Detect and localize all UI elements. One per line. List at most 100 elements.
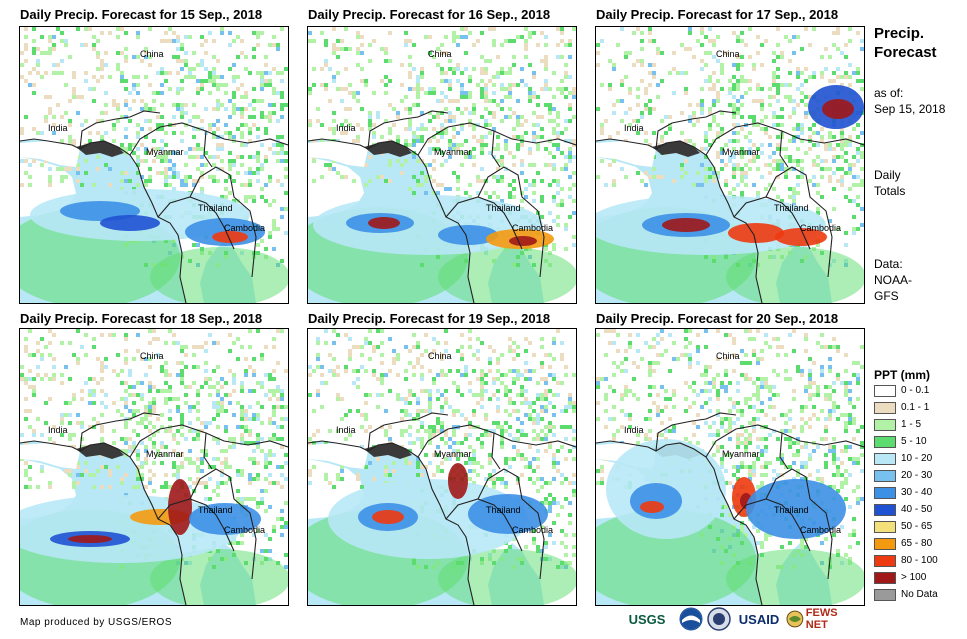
noaa-logo (679, 606, 703, 632)
sidebar-title: Precip. Forecast (874, 24, 937, 62)
sidebar-asof-date: Sep 15, 2018 (874, 102, 946, 116)
usaid-logo: USAID (734, 606, 784, 632)
panel-title-5: Daily Precip. Forecast for 19 Sep., 2018 (308, 311, 551, 326)
panel-title-3: Daily Precip. Forecast for 17 Sep., 2018 (596, 7, 839, 22)
sidebar-title-line2: Forecast (874, 44, 937, 61)
legend-item: 10 - 20 (874, 451, 932, 466)
map-label-china: China (140, 351, 164, 361)
map-label-cambodia: Cambodia (800, 223, 841, 233)
legend-swatch (874, 469, 896, 482)
noaa-seal-icon (679, 607, 703, 631)
dhs-logo (707, 606, 731, 632)
usaid-logo-text: USAID (738, 611, 780, 627)
legend-label: 1 - 5 (901, 419, 922, 430)
sidebar-title-line1: Precip. (874, 25, 925, 42)
map-label-thailand: Thailand (774, 203, 809, 213)
fewsnet-globe-icon (786, 610, 804, 628)
usgs-logo-text: USGS (628, 611, 666, 627)
map-label-thailand: Thailand (198, 505, 233, 515)
map-label-myanmar: Myanmar (146, 449, 184, 459)
sidebar-data-line1: Data: (874, 257, 903, 271)
map-label-cambodia: Cambodia (800, 525, 841, 535)
legend-label: > 100 (901, 572, 927, 583)
legend-swatch (874, 520, 896, 533)
panel-title-1: Daily Precip. Forecast for 15 Sep., 2018 (20, 7, 263, 22)
map-label-cambodia: Cambodia (224, 525, 265, 535)
legend-swatch (874, 435, 896, 448)
map-label-china: China (428, 351, 452, 361)
map-label-india: India (336, 425, 356, 435)
map-label-myanmar: Myanmar (146, 147, 184, 157)
dhs-seal-icon (707, 607, 731, 631)
map-label-india: India (48, 123, 68, 133)
legend-swatch (874, 588, 896, 601)
sidebar-data-line3: GFS (874, 289, 899, 303)
panel-title-4: Daily Precip. Forecast for 18 Sep., 2018 (20, 311, 263, 326)
map-label-india: India (624, 425, 644, 435)
legend-item: 80 - 100 (874, 553, 938, 568)
sidebar-totals-line2: Totals (874, 184, 906, 198)
legend-label: 5 - 10 (901, 436, 927, 447)
legend-item: 0.1 - 1 (874, 400, 929, 415)
map-label-myanmar: Myanmar (722, 449, 760, 459)
legend-label: 30 - 40 (901, 487, 933, 498)
forecast-map-19-sep: China India Myanmar Thailand Cambodia (307, 328, 577, 606)
map-label-china: China (716, 49, 740, 59)
legend-label: 65 - 80 (901, 538, 933, 549)
map-label-china: China (716, 351, 740, 361)
legend-item: No Data (874, 587, 938, 602)
legend-title: PPT (mm) (874, 368, 931, 382)
legend-item: 50 - 65 (874, 519, 932, 534)
legend-label: 80 - 100 (901, 555, 938, 566)
forecast-map-20-sep: China India Myanmar Thailand Cambodia (595, 328, 865, 606)
legend-item: 20 - 30 (874, 468, 932, 483)
map-label-thailand: Thailand (774, 505, 809, 515)
forecast-map-16-sep: China India Myanmar Thailand Cambodia (307, 26, 577, 304)
legend-item: 30 - 40 (874, 485, 932, 500)
map-label-myanmar: Myanmar (434, 449, 472, 459)
legend-item: 0 - 0.1 (874, 383, 929, 398)
legend-label: 40 - 50 (901, 504, 933, 515)
map-label-myanmar: Myanmar (434, 147, 472, 157)
legend-item: 40 - 50 (874, 502, 932, 517)
map-label-china: China (428, 49, 452, 59)
legend-swatch (874, 418, 896, 431)
map-label-thailand: Thailand (486, 505, 521, 515)
legend-label: 50 - 65 (901, 521, 933, 532)
legend-label: 0 - 0.1 (901, 385, 930, 396)
map-label-thailand: Thailand (198, 203, 233, 213)
legend-swatch (874, 452, 896, 465)
sidebar-asof-label: as of: (874, 86, 904, 100)
usgs-logo: USGS (618, 606, 676, 632)
fewsnet-logo-text: FEWS NET (805, 607, 838, 631)
legend-swatch (874, 571, 896, 584)
sidebar-totals: Daily Totals (874, 167, 905, 199)
sidebar-totals-line1: Daily (874, 168, 901, 182)
legend-swatch (874, 503, 896, 516)
legend-item: 65 - 80 (874, 536, 932, 551)
map-label-china: China (140, 49, 164, 59)
sidebar-data-line2: NOAA- (874, 273, 913, 287)
forecast-map-15-sep: China India Myanmar Thailand Cambodia (19, 26, 289, 304)
forecast-map-17-sep: China India Myanmar Thailand Cambodia (595, 26, 865, 304)
map-label-india: India (48, 425, 68, 435)
legend-swatch (874, 401, 896, 414)
map-label-cambodia: Cambodia (512, 223, 553, 233)
map-credit: Map produced by USGS/EROS (20, 617, 173, 628)
legend-label: No Data (901, 589, 938, 600)
fewsnet-logo: FEWS NET (786, 606, 862, 632)
panel-title-2: Daily Precip. Forecast for 16 Sep., 2018 (308, 7, 551, 22)
legend-item: 1 - 5 (874, 417, 921, 432)
panel-title-6: Daily Precip. Forecast for 20 Sep., 2018 (596, 311, 839, 326)
legend-swatch (874, 537, 896, 550)
sidebar-data-source: Data: NOAA- GFS (874, 256, 912, 304)
map-label-thailand: Thailand (486, 203, 521, 213)
map-label-cambodia: Cambodia (512, 525, 553, 535)
legend-item: > 100 (874, 570, 926, 585)
map-label-india: India (624, 123, 644, 133)
map-label-cambodia: Cambodia (224, 223, 265, 233)
legend-swatch (874, 486, 896, 499)
legend-label: 0.1 - 1 (901, 402, 930, 413)
map-label-myanmar: Myanmar (722, 147, 760, 157)
forecast-map-18-sep: China India Myanmar Thailand Cambodia (19, 328, 289, 606)
